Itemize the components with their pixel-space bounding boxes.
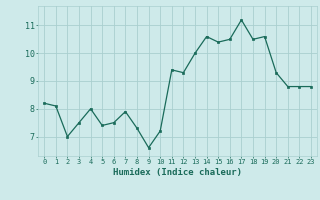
X-axis label: Humidex (Indice chaleur): Humidex (Indice chaleur) xyxy=(113,168,242,177)
